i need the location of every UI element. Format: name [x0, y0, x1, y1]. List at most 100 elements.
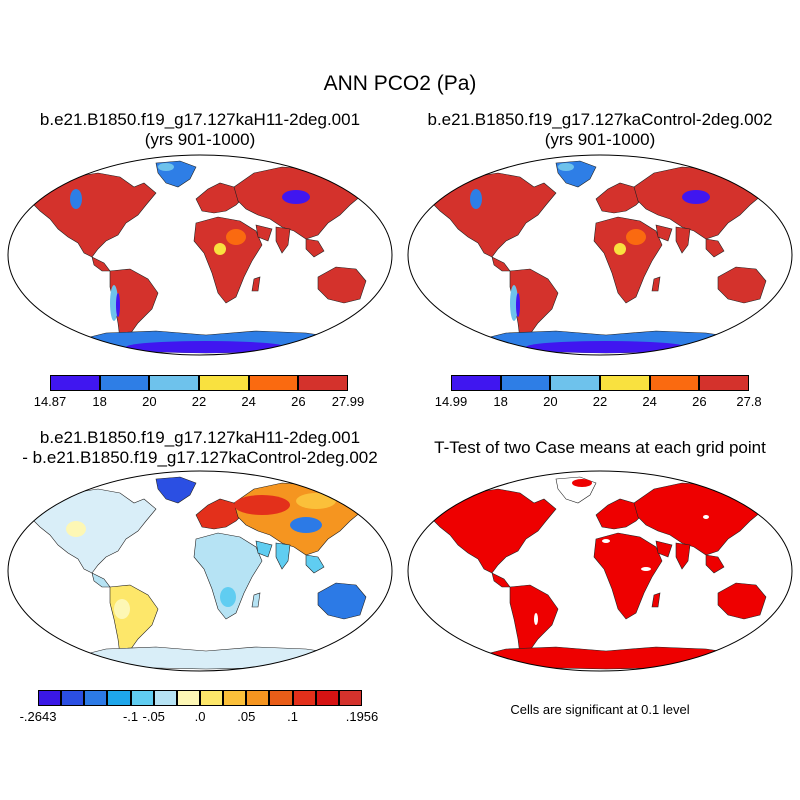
bottom-left-title-line1: b.e21.B1850.f19_g17.127kaH11-2deg.001 [39, 428, 361, 447]
colorbar-segment [50, 375, 100, 391]
map-top-left [7, 154, 393, 356]
value-patch [682, 190, 710, 204]
value-patch [234, 495, 290, 515]
value-patch [572, 479, 592, 487]
land-india [675, 226, 691, 254]
colorbar-segment [550, 375, 600, 391]
colorbar-tick-label: 14.87 [33, 394, 67, 409]
colorbar-tick-label: .1956 [345, 709, 379, 724]
colorbar-segment [176, 690, 200, 706]
land-australia [317, 266, 367, 304]
value-patch [110, 285, 118, 321]
land-centralAm [91, 256, 111, 272]
colorbar-segment [149, 375, 199, 391]
land-seAsia [705, 238, 725, 258]
value-patch [296, 493, 336, 509]
land-arabia [255, 540, 273, 558]
colorbar-segment [199, 375, 249, 391]
land-northAmerica [429, 488, 557, 574]
colorbar-segment [200, 690, 224, 706]
colorbar-segment [699, 375, 749, 391]
significance-note: Cells are significant at 0.1 level [510, 702, 690, 717]
colorbar-tick-label: 18 [92, 394, 107, 409]
colorbar-tick-label: 18 [493, 394, 508, 409]
land-asia [633, 482, 763, 556]
value-patch [282, 190, 310, 204]
colorbar-segment [130, 690, 154, 706]
value-patch [602, 539, 610, 543]
colorbar-segment [338, 690, 362, 706]
value-patch [470, 189, 482, 209]
map-boundary [7, 470, 393, 672]
land-madagascar [251, 276, 261, 292]
land-northAmerica [429, 172, 557, 258]
land-northAmerica [29, 488, 157, 574]
colorbar-tick-label: 24 [241, 394, 256, 409]
value-patch [290, 517, 322, 533]
value-patch [703, 515, 709, 519]
value-patch [526, 341, 686, 353]
colorbar-segment [223, 690, 247, 706]
value-patch [70, 189, 82, 209]
value-patch [66, 521, 86, 537]
colorbar-segment [292, 690, 316, 706]
land-southAmerica [509, 584, 559, 656]
land-india [275, 542, 291, 570]
colorbar-tick-label: -.05 [142, 709, 165, 724]
colorbar-tick-label: .1 [287, 709, 298, 724]
land-nz [373, 298, 383, 312]
land-nz [373, 614, 383, 628]
land-arabia [655, 540, 673, 558]
colorbar-tick-label: -.1 [122, 709, 139, 724]
colorbar-segment [107, 690, 131, 706]
value-patch [676, 187, 716, 207]
colorbar-segment [315, 690, 339, 706]
value-patch [614, 243, 626, 255]
land-antarctica [465, 646, 767, 670]
colorbar-segment [451, 375, 501, 391]
colorbar-bottom-left: -.2643 -.1 -.05 .0 .05 .1 .1956 [20, 690, 378, 724]
map-boundary [7, 154, 393, 356]
value-patch [558, 163, 574, 171]
land-india [675, 542, 691, 570]
land-northAmerica [29, 172, 157, 258]
colorbar-segment [246, 690, 270, 706]
land-seAsia [305, 238, 325, 258]
land-madagascar [251, 592, 261, 608]
map-boundary [407, 154, 793, 356]
value-patch [158, 163, 174, 171]
land-india [275, 226, 291, 254]
colorbar-segment [600, 375, 650, 391]
colorbar-tick-label: 27.8 [736, 394, 762, 409]
colorbar-segment [269, 690, 293, 706]
land-southAmerica [109, 584, 159, 656]
land-seAsia [705, 554, 725, 574]
land-centralAm [491, 256, 511, 272]
colorbar-tick-label: 20 [543, 394, 558, 409]
land-africa [193, 216, 263, 304]
land-madagascar [651, 592, 661, 608]
map-top-right [407, 154, 793, 356]
figure-title: ANN PCO2 (Pa) [323, 72, 477, 95]
top-right-title-line1: b.e21.B1850.f19_g17.127kaControl-2deg.00… [427, 110, 773, 129]
value-patch [214, 243, 226, 255]
colorbar-tick-label: 14.99 [434, 394, 468, 409]
colorbar-tick-label: .05 [237, 709, 256, 724]
value-patch [226, 229, 246, 245]
value-patch [516, 293, 520, 317]
colorbar-tick-label: 22 [191, 394, 207, 409]
value-patch [534, 613, 538, 625]
land-nz [773, 614, 783, 628]
top-left-title-line2: (yrs 901-1000) [144, 130, 256, 149]
land-australia [717, 582, 767, 620]
value-patch [126, 341, 286, 353]
land-antarctica [65, 646, 367, 670]
value-patch [641, 567, 651, 571]
colorbar-segment [649, 375, 700, 391]
land-arabia [255, 224, 273, 242]
colorbar-tick-label: 27.99 [331, 394, 365, 409]
value-patch [220, 587, 236, 607]
colorbar-tick-label: 26 [692, 394, 707, 409]
colorbar-segment [61, 690, 85, 706]
colorbar-segment [38, 690, 62, 706]
